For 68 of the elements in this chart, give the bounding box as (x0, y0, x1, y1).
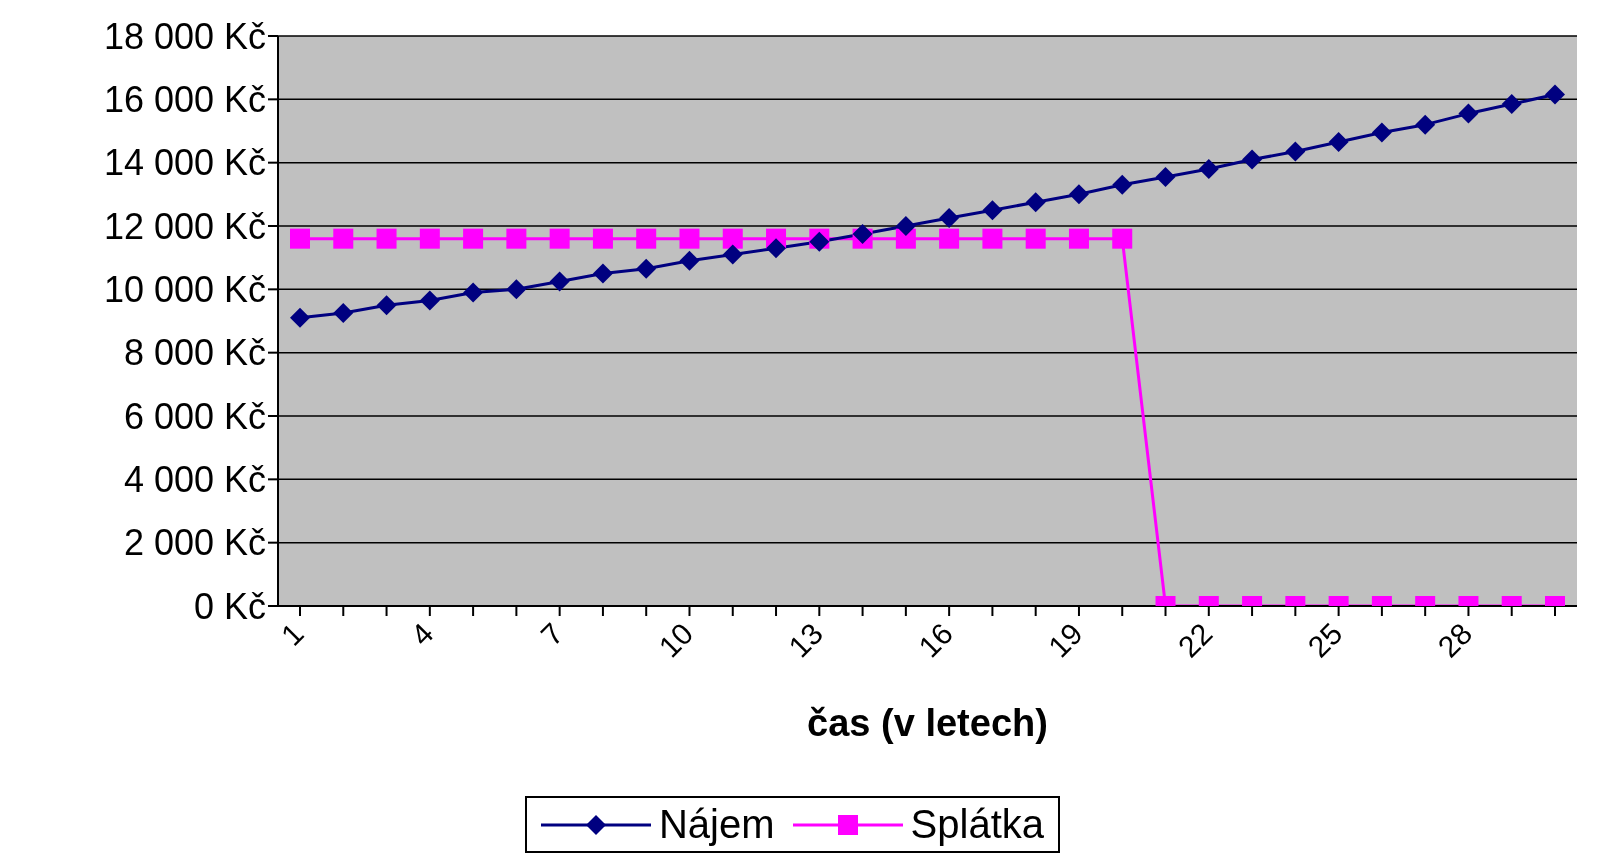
point (592, 228, 613, 249)
point (982, 228, 1003, 249)
y-tick-label: 0 Kč (193, 585, 266, 627)
point (679, 250, 700, 271)
x-tick-label: 10 (652, 616, 700, 664)
point (766, 238, 787, 259)
y-tick-label: 16 000 Kč (103, 79, 266, 121)
point (1198, 159, 1219, 179)
point (463, 282, 484, 303)
point (1025, 192, 1046, 213)
point (982, 200, 1003, 221)
point (852, 223, 873, 244)
point (679, 228, 700, 249)
point (592, 263, 613, 284)
point (1285, 141, 1306, 162)
point (1112, 174, 1133, 195)
x-tick-label: 16 (912, 616, 959, 664)
y-tick-label: 6 000 Kč (123, 395, 266, 437)
point (506, 228, 527, 249)
point (1155, 166, 1176, 187)
point (376, 228, 397, 249)
point (1328, 132, 1349, 153)
legend-label: Nájem (658, 802, 775, 847)
x-tick-label: 1 (274, 616, 310, 652)
point (1415, 114, 1436, 135)
point (419, 228, 440, 249)
x-tick-label: 4 (404, 616, 440, 652)
legend-label: Splátka (909, 802, 1044, 847)
point (463, 228, 484, 249)
y-tick-label: 12 000 Kč (103, 205, 266, 247)
point (1501, 94, 1522, 115)
point (895, 216, 916, 236)
point (549, 228, 570, 249)
x-tick-label: 19 (1041, 616, 1089, 664)
point (376, 295, 397, 316)
point (419, 290, 440, 311)
point (290, 228, 310, 249)
x-axis-title: čas (v letech) (807, 702, 1048, 744)
x-tick-label: 25 (1301, 616, 1349, 664)
point (939, 228, 960, 249)
x-tick-label: 28 (1431, 616, 1479, 664)
point (333, 228, 354, 249)
point (939, 208, 960, 229)
point (1068, 184, 1089, 205)
point (1458, 103, 1479, 124)
y-tick-label: 8 000 Kč (123, 332, 266, 374)
x-tick-label: 22 (1171, 616, 1219, 664)
point (1025, 228, 1046, 249)
y-tick-label: 4 000 Kč (123, 459, 266, 501)
point (636, 228, 657, 249)
point (1371, 122, 1392, 143)
point (636, 258, 657, 279)
point (506, 279, 527, 300)
x-tick-label: 7 (534, 616, 570, 652)
y-tick-label: 18 000 Kč (103, 15, 266, 57)
point (333, 303, 354, 324)
point (1545, 84, 1565, 105)
point (290, 307, 310, 328)
y-tick-label: 2 000 Kč (123, 522, 266, 564)
y-tick-label: 10 000 Kč (103, 269, 266, 311)
x-tick-label: 13 (782, 616, 830, 664)
point (1242, 149, 1263, 170)
point (1112, 228, 1133, 249)
y-tick-label: 14 000 Kč (103, 142, 266, 184)
point (1068, 228, 1089, 249)
point (722, 228, 743, 249)
point (549, 271, 570, 292)
point (722, 244, 743, 265)
